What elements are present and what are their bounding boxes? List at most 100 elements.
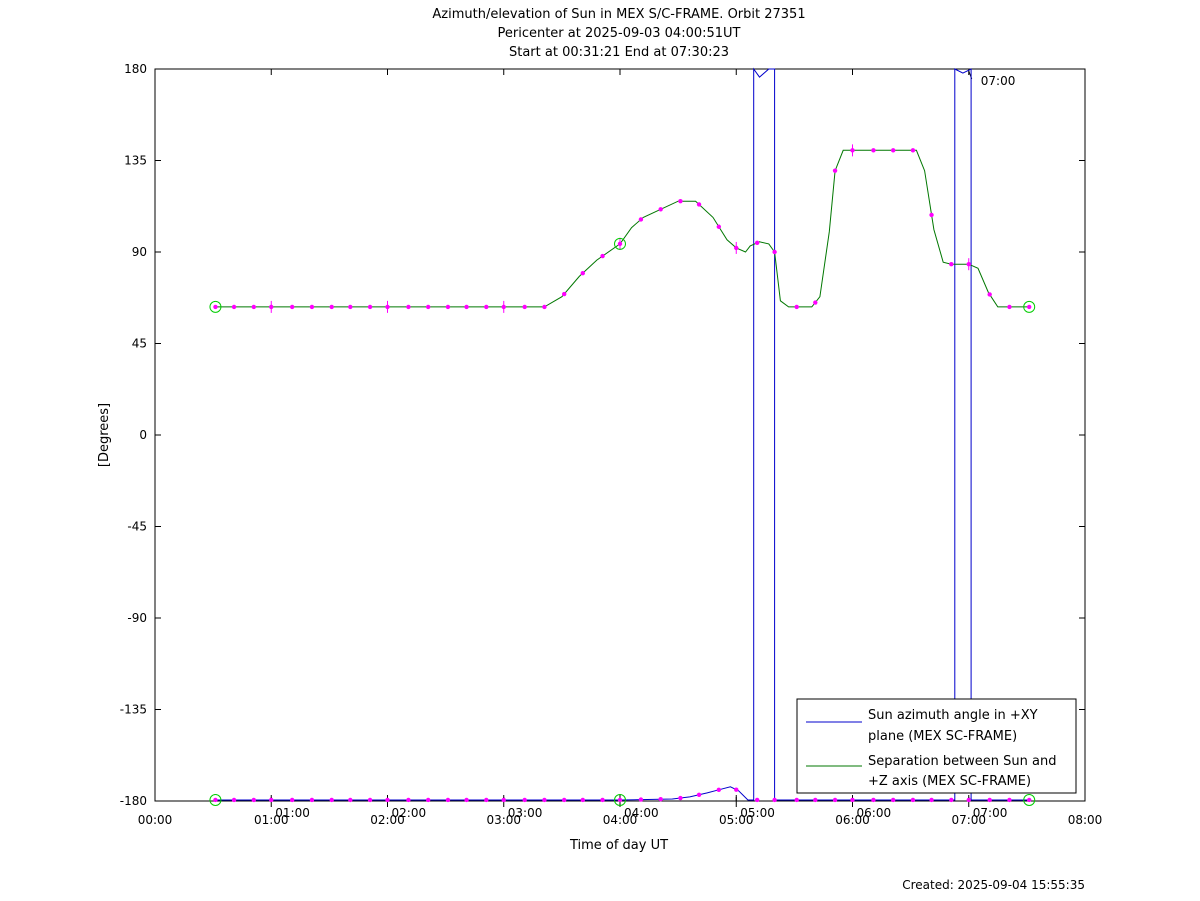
azimuth-point xyxy=(600,797,605,803)
legend-label-separation-1: Separation between Sun and xyxy=(868,754,1056,769)
azimuth-point xyxy=(580,797,585,803)
azimuth-point xyxy=(871,797,876,803)
legend-label-separation-2: +Z axis (MEX SC-FRAME) xyxy=(868,774,1031,789)
azimuth-point xyxy=(484,797,489,803)
azimuth-point xyxy=(542,797,547,803)
orbit-time-labels: 01:00 02:00 03:00 04:00 05:00 06:00 07:00 07:00 xyxy=(270,70,1016,820)
x-tick-label: 08:00 xyxy=(1068,813,1103,827)
y-tick-label: 0 xyxy=(139,428,147,442)
separation-point xyxy=(910,148,916,153)
chart-title-line-3: Start at 00:31:21 End at 07:30:23 xyxy=(509,45,729,60)
azimuth-point xyxy=(522,797,527,803)
special-circle-marker xyxy=(614,237,626,250)
azimuth-point xyxy=(987,797,992,803)
orbit-time-label: 06:00 xyxy=(857,806,892,820)
chart-title-line-2: Pericenter at 2025-09-03 04:00:51UT xyxy=(497,26,740,41)
azimuth-point xyxy=(329,797,334,803)
top-time-label: 07:00 xyxy=(981,74,1016,88)
separation-point xyxy=(794,304,799,310)
x-axis-label: Time of day UT xyxy=(569,838,668,853)
separation-point xyxy=(678,198,683,204)
azimuth-point xyxy=(367,797,373,803)
separation-point xyxy=(542,304,547,310)
orbit-time-label: 03:00 xyxy=(508,806,543,820)
x-tick-label: 00:00 xyxy=(138,813,173,827)
azimuth-point xyxy=(251,797,257,803)
separation-point xyxy=(832,168,838,173)
azimuth-point xyxy=(617,797,623,803)
separation-point xyxy=(1007,304,1012,310)
separation-point xyxy=(367,304,373,310)
separation-point xyxy=(890,148,896,153)
series-layer xyxy=(215,67,1030,801)
separation-point xyxy=(638,217,644,222)
azimuth-point xyxy=(890,797,896,803)
separation-point xyxy=(213,304,218,310)
series-separation-line xyxy=(215,149,1030,308)
azimuth-point xyxy=(794,797,799,803)
x-tick-label: 02:00 xyxy=(370,813,405,827)
y-tick-label: -135 xyxy=(120,703,147,717)
azimuth-point xyxy=(813,797,818,803)
chart-title-line-1: Azimuth/elevation of Sun in MEX S/C-FRAM… xyxy=(432,7,805,22)
azimuth-point xyxy=(309,797,315,803)
y-tick-label: -180 xyxy=(120,794,147,808)
separation-point xyxy=(1027,304,1032,310)
azimuth-point xyxy=(501,797,506,803)
azimuth-point xyxy=(425,797,431,803)
legend: Sun azimuth angle in +XY plane (MEX SC-F… xyxy=(796,698,1077,794)
separation-point xyxy=(309,304,315,310)
y-tick-label: 90 xyxy=(132,245,147,259)
azimuth-point xyxy=(464,797,469,803)
azimuth-point xyxy=(910,797,916,803)
special-circle-marker xyxy=(1023,300,1036,313)
azimuth-point xyxy=(1027,797,1032,803)
separation-point xyxy=(754,240,760,246)
x-tick-label: 04:00 xyxy=(603,813,638,827)
azimuth-point xyxy=(348,797,353,803)
azimuth-point xyxy=(638,797,644,802)
azimuth-point xyxy=(696,792,702,797)
y-tick-label: 135 xyxy=(124,154,147,168)
azimuth-point xyxy=(929,797,934,803)
separation-point xyxy=(348,304,353,310)
separation-point xyxy=(871,148,876,153)
separation-point xyxy=(772,249,777,255)
separation-point xyxy=(696,202,702,207)
separation-point xyxy=(464,304,469,310)
separation-point xyxy=(251,304,257,310)
special-circle-marker xyxy=(209,793,222,806)
azimuth-point xyxy=(1007,797,1012,803)
x-tick-label: 06:00 xyxy=(835,813,870,827)
separation-point xyxy=(406,304,411,310)
separation-point xyxy=(716,224,722,229)
legend-label-azimuth-1: Sun azimuth angle in +XY xyxy=(868,708,1038,723)
separation-point xyxy=(600,253,605,259)
azimuth-point xyxy=(445,797,451,803)
plot-frame xyxy=(154,68,1086,802)
azimuth-point xyxy=(406,797,411,803)
separation-point xyxy=(231,304,237,310)
separation-point xyxy=(949,262,954,267)
legend-box xyxy=(796,698,1077,794)
separation-point xyxy=(445,304,451,310)
azimuth-point xyxy=(850,797,855,803)
separation-point xyxy=(425,304,431,310)
azimuth-point xyxy=(385,797,390,803)
separation-point xyxy=(813,300,818,305)
series-azimuth-line xyxy=(215,67,1030,801)
azimuth-point xyxy=(213,797,218,803)
azimuth-point xyxy=(754,797,760,803)
x-tick-label: 05:00 xyxy=(719,813,754,827)
y-tick-label: -90 xyxy=(127,611,147,625)
separation-point xyxy=(484,304,489,310)
azimuth-point xyxy=(772,797,777,803)
legend-label-azimuth-2: plane (MEX SC-FRAME) xyxy=(868,729,1017,744)
y-tick-label: 45 xyxy=(132,337,147,351)
orbit-time-label: 01:00 xyxy=(275,806,310,820)
orbit-time-label: 02:00 xyxy=(392,806,427,820)
azimuth-point xyxy=(269,797,274,803)
separation-point xyxy=(580,270,585,276)
special-circle-marker xyxy=(209,300,222,313)
